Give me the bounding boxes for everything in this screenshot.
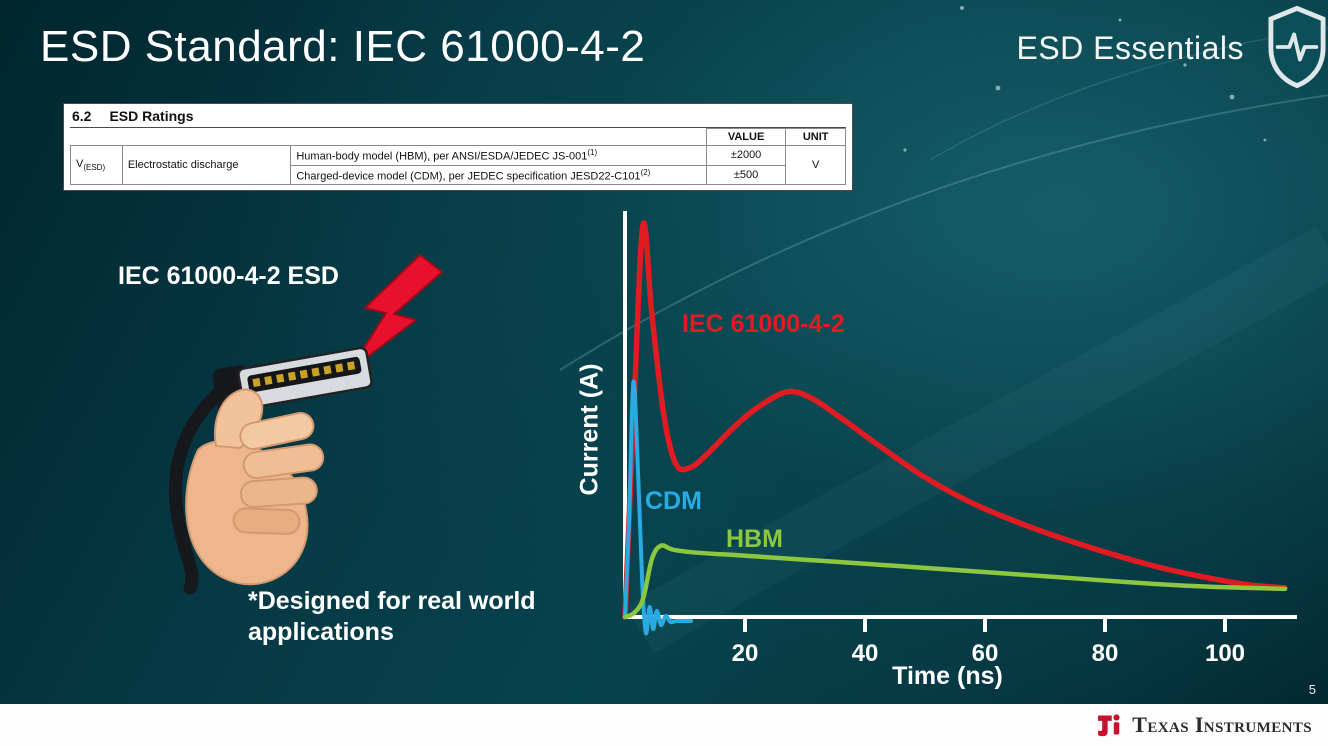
page-title: ESD Standard: IEC 61000-4-2 — [40, 22, 646, 71]
illustration-caption: IEC 61000-4-2 ESD — [118, 262, 339, 290]
svg-text:20: 20 — [732, 640, 759, 667]
ti-logo-icon — [1098, 714, 1120, 737]
designed-note: *Designed for real world applications — [248, 587, 536, 646]
series-brand-label: ESD Essentials — [1016, 30, 1244, 66]
x-axis-label: Time (ns) — [892, 662, 1003, 690]
table-header-row: VALUE UNIT — [71, 128, 846, 146]
table-row: V(ESD) Electrostatic discharge Human-bod… — [70, 144, 846, 186]
svg-text:80: 80 — [1092, 640, 1119, 667]
cdm-value-cell: ±500 — [705, 164, 787, 186]
ratings-section-heading: 6.2 ESD Ratings — [70, 107, 846, 128]
esd-strike-illustration — [168, 254, 443, 595]
footer-brand-text: Texas Instruments — [1132, 712, 1312, 737]
column-header-unit: UNIT — [785, 128, 846, 146]
section-number: 6.2 — [72, 108, 92, 124]
unit-cell: V — [785, 144, 846, 186]
cdm-description-cell: Charged-device model (CDM), per JEDEC sp… — [290, 164, 707, 186]
table-row: Charged-device model (CDM), per JEDEC sp… — [71, 164, 846, 186]
param-symbol-cell: V(ESD) — [70, 144, 123, 186]
esd-ratings-panel: 6.2 ESD Ratings VALUE UNIT V(ESD) Electro… — [63, 103, 853, 192]
lightning-bolt-icon — [349, 254, 443, 371]
page-number: 5 — [1308, 682, 1316, 697]
series-label-hbm: HBM — [726, 525, 783, 553]
footer-bar: Texas Instruments — [0, 704, 1328, 746]
param-name-cell: Electrostatic discharge — [121, 144, 292, 186]
waveform-chart: 20 40 60 80 100 — [600, 205, 1312, 675]
series-label-iec: IEC 61000-4-2 — [682, 310, 845, 338]
esd-shield-icon — [1268, 5, 1326, 89]
hbm-description-cell: Human-body model (HBM), per ANSI/ESDA/JE… — [290, 145, 707, 166]
column-header-value: VALUE — [705, 128, 787, 146]
y-axis-label: Current (A) — [575, 363, 604, 496]
chart-plot-svg: 20 40 60 80 100 — [622, 211, 1297, 667]
svg-text:100: 100 — [1205, 640, 1245, 667]
section-title: ESD Ratings — [109, 108, 194, 124]
svg-text:60: 60 — [972, 640, 999, 667]
series-label-cdm: CDM — [645, 487, 702, 515]
svg-text:40: 40 — [852, 640, 879, 667]
ratings-table: VALUE UNIT V(ESD) Electrostatic discharg… — [70, 128, 846, 186]
hand-illustration — [185, 388, 325, 586]
hbm-value-cell: ±2000 — [705, 145, 787, 166]
